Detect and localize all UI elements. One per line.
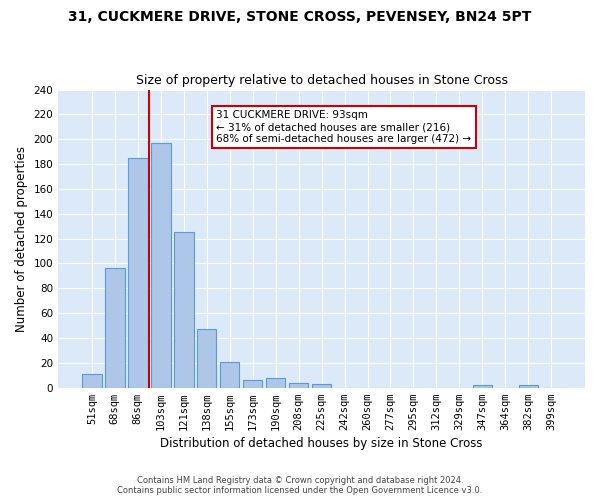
- Text: 31, CUCKMERE DRIVE, STONE CROSS, PEVENSEY, BN24 5PT: 31, CUCKMERE DRIVE, STONE CROSS, PEVENSE…: [68, 10, 532, 24]
- Bar: [105, 268, 125, 388]
- Bar: [82, 374, 101, 388]
- Bar: [128, 158, 148, 388]
- Text: Contains HM Land Registry data © Crown copyright and database right 2024.
Contai: Contains HM Land Registry data © Crown c…: [118, 476, 482, 495]
- Bar: [151, 143, 170, 388]
- Bar: [197, 330, 217, 388]
- Bar: [220, 362, 239, 388]
- Text: 31 CUCKMERE DRIVE: 93sqm
← 31% of detached houses are smaller (216)
68% of semi-: 31 CUCKMERE DRIVE: 93sqm ← 31% of detach…: [216, 110, 472, 144]
- Bar: [243, 380, 262, 388]
- Y-axis label: Number of detached properties: Number of detached properties: [15, 146, 28, 332]
- Bar: [266, 378, 286, 388]
- Bar: [174, 232, 194, 388]
- Bar: [518, 385, 538, 388]
- Bar: [473, 385, 492, 388]
- Bar: [312, 384, 331, 388]
- Title: Size of property relative to detached houses in Stone Cross: Size of property relative to detached ho…: [136, 74, 508, 87]
- Bar: [289, 382, 308, 388]
- X-axis label: Distribution of detached houses by size in Stone Cross: Distribution of detached houses by size …: [160, 437, 483, 450]
